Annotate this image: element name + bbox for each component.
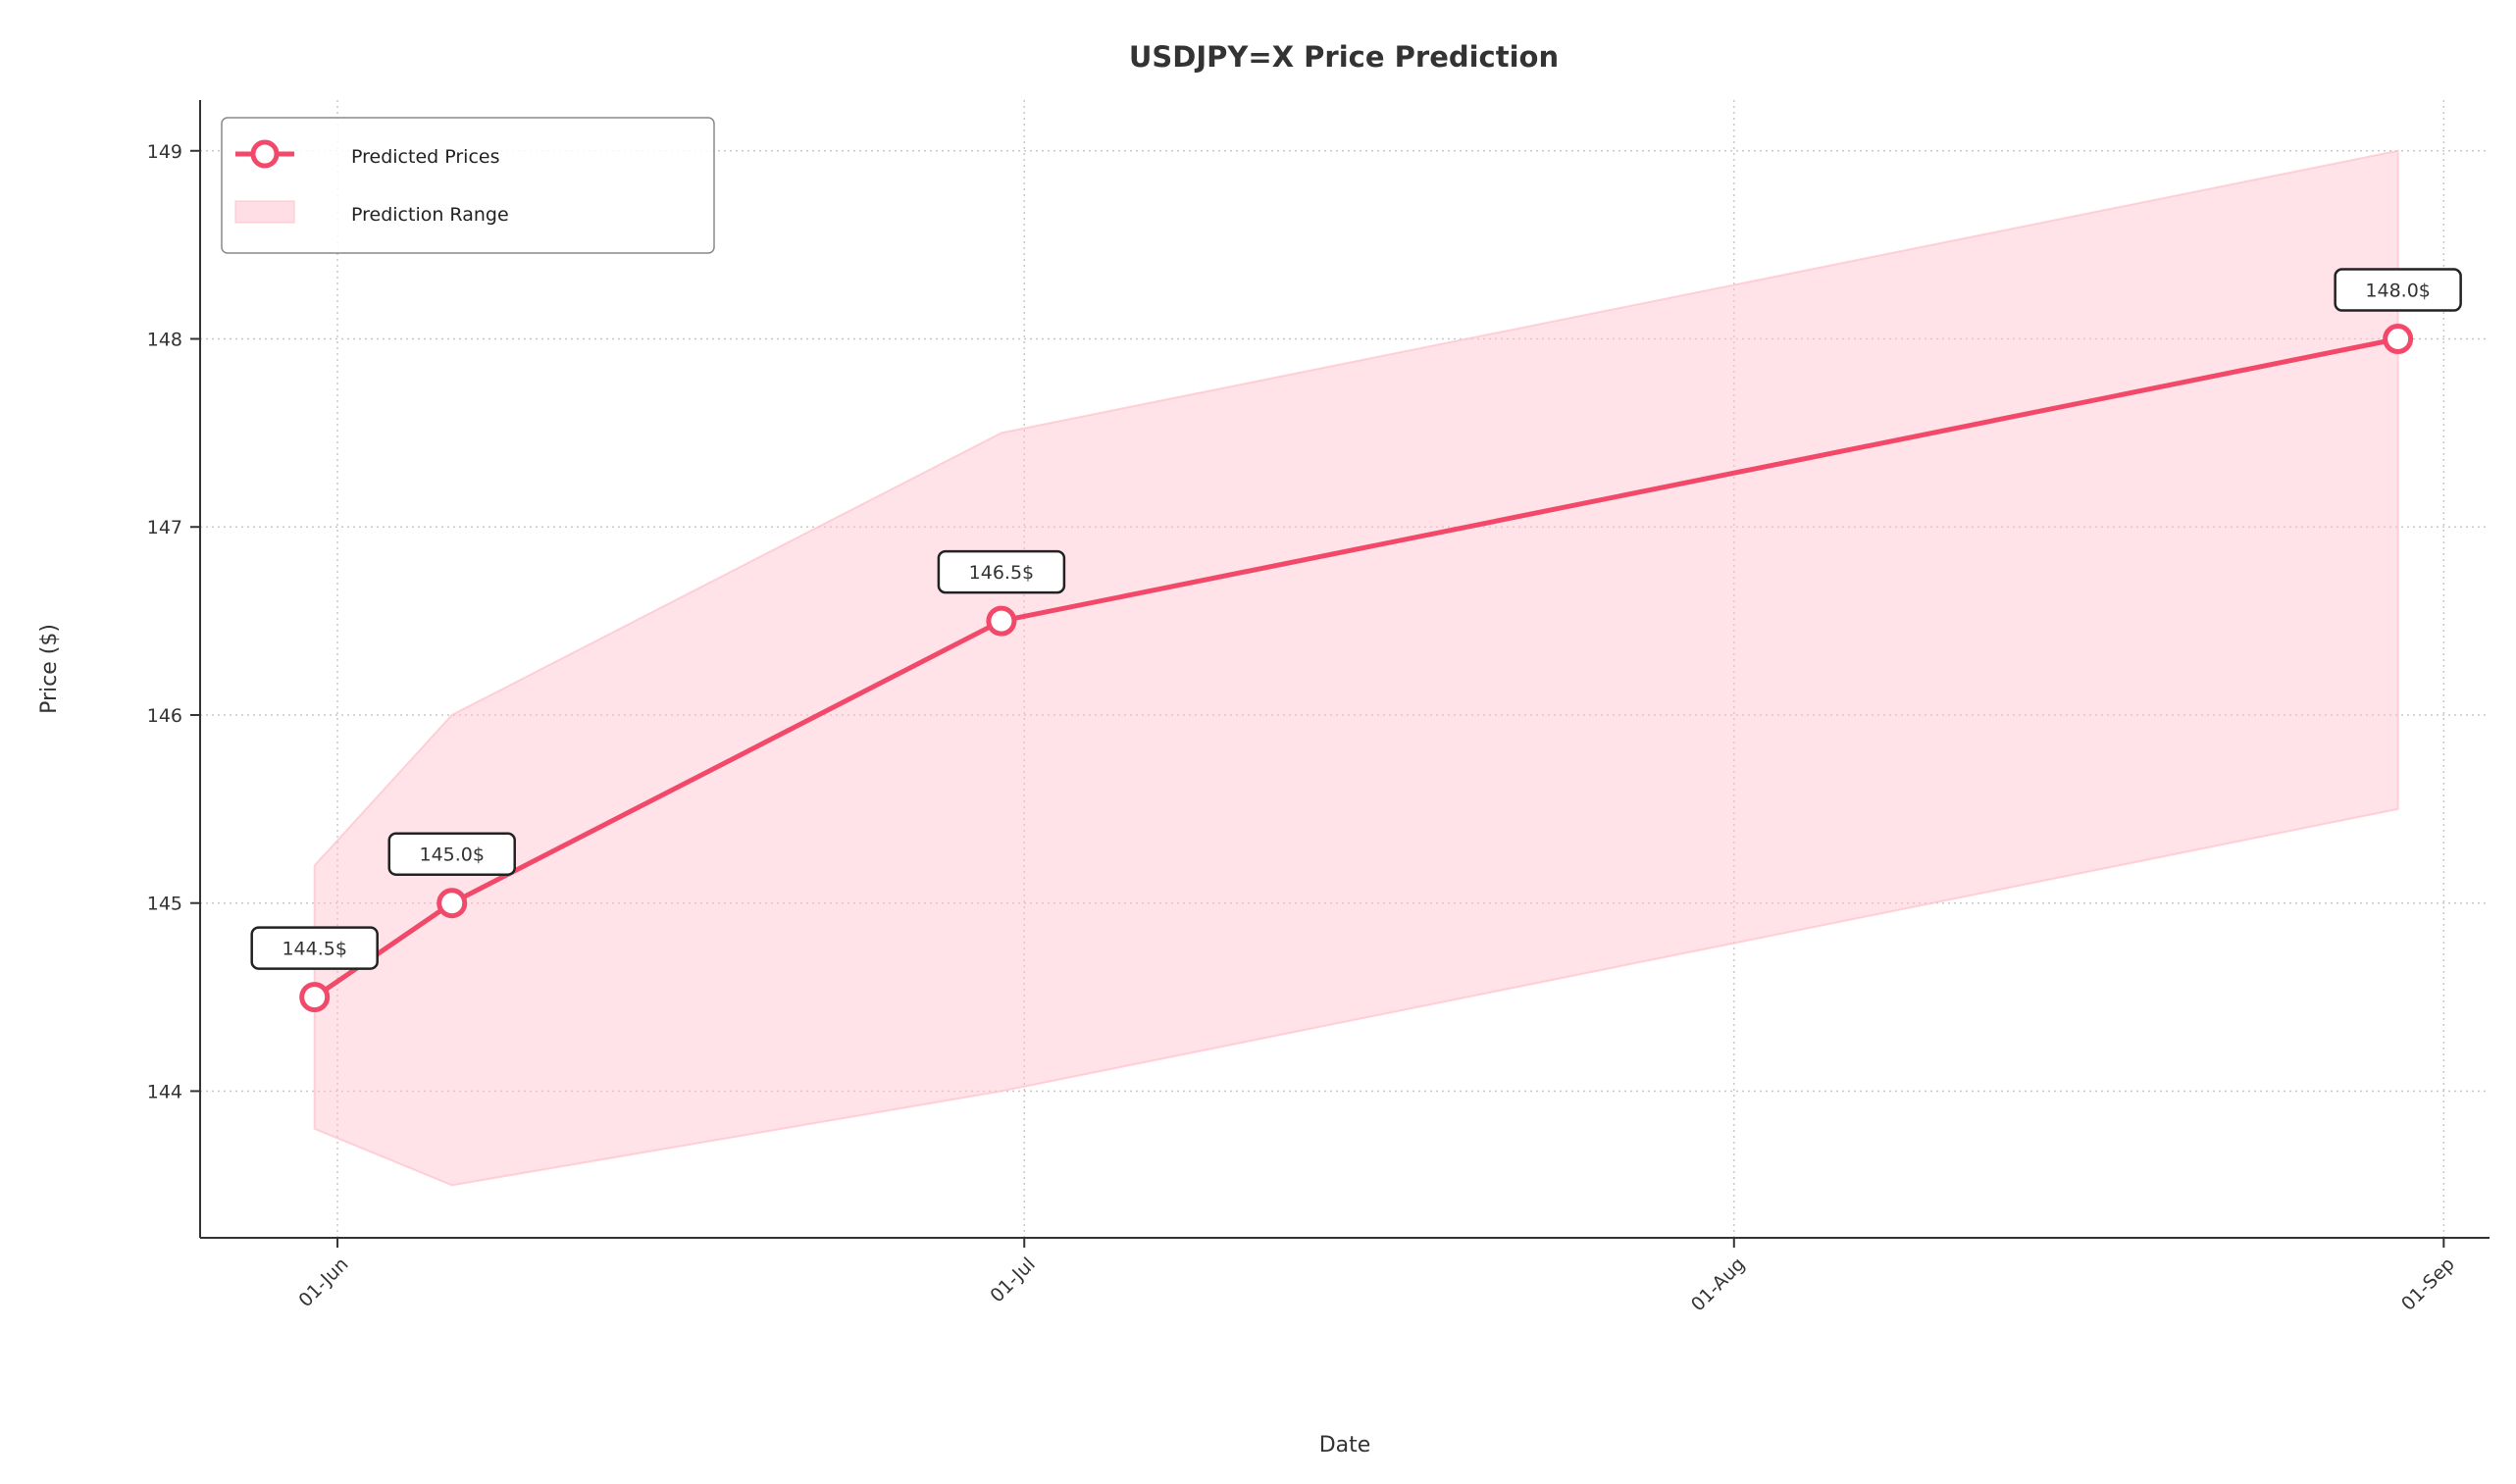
predicted-price-point	[436, 888, 468, 919]
data-label-box	[387, 832, 516, 876]
predicted-price-point	[2383, 324, 2414, 355]
legend-range-swatch	[234, 200, 295, 224]
predicted-price-point	[299, 982, 331, 1013]
legend-box	[221, 117, 715, 254]
data-label-box	[937, 549, 1066, 594]
predicted-price-point	[986, 605, 1017, 637]
y-tick-label: 144	[147, 1081, 182, 1102]
data-label: 144.5$	[282, 939, 346, 960]
predicted-prices-line	[312, 336, 2401, 1000]
legend-marker-swatch	[250, 139, 280, 169]
x-axis-ticks: 01-Jun 01-Jul 01-Aug 01-Sep	[294, 1238, 2459, 1315]
y-tick-label: 146	[147, 705, 182, 727]
data-label-box	[2334, 268, 2462, 312]
prediction-range-area	[313, 149, 2399, 1187]
y-axis-label: Price ($)	[37, 624, 62, 714]
data-label: 148.0$	[2365, 281, 2430, 302]
x-tick-label: 01-Sep	[2397, 1254, 2459, 1315]
x-tick-label: 01-Jun	[294, 1254, 352, 1311]
y-tick-label: 148	[147, 330, 182, 351]
y-tick-label: 149	[147, 141, 182, 163]
legend-range-label: Prediction Range	[351, 204, 509, 226]
y-tick-label: 145	[147, 894, 182, 915]
x-tick-label: 01-Aug	[1687, 1254, 1749, 1315]
x-axis-label: Date	[1319, 1433, 1371, 1458]
legend-predicted-label: Predicted Prices	[351, 146, 499, 168]
data-label: 145.0$	[419, 844, 484, 866]
y-axis-ticks: 144 145 146 147 148 149	[147, 141, 200, 1102]
prediction-range-band	[313, 149, 2399, 1187]
y-tick-label: 147	[147, 517, 182, 538]
chart-title: USDJPY=X Price Prediction	[1129, 40, 1559, 74]
data-label-box	[250, 926, 379, 970]
data-label: 146.5$	[969, 562, 1034, 584]
predicted-prices-series	[299, 324, 2414, 1013]
legend: Predicted Prices Prediction Range	[221, 117, 715, 254]
data-labels: 144.5$ 145.0$ 146.5$ 148.0$	[250, 268, 2462, 970]
x-tick-label: 01-Jul	[986, 1254, 1039, 1306]
